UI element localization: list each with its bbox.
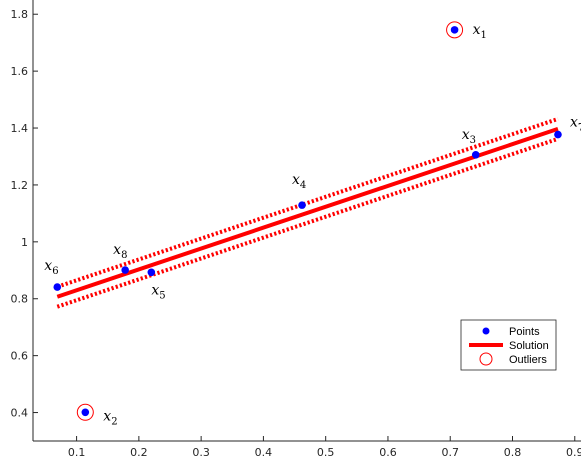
data-point [554,130,562,139]
legend-outliers-marker [479,352,493,366]
legend-label: Points [509,326,540,338]
data-point [147,268,156,277]
legend-label: Solution [509,340,549,352]
data-point [298,201,306,209]
point-label-subscript: 6 [52,266,58,277]
x-tick-label: 0.4 [255,446,273,459]
point-label: x4 [292,172,306,191]
legend-points-marker [482,327,490,335]
solution-line [56,126,559,299]
point-label: x7 [570,115,581,134]
tolerance-band [56,117,559,309]
x-tick-label: 0.2 [130,446,148,459]
x-tick-label: 0.7 [441,446,459,459]
point-label: x6 [44,258,58,277]
x-tick-label: 0.3 [192,446,210,459]
legend-label: Outliers [509,354,547,366]
data-point [471,150,480,159]
y-tick-label: 0.8 [11,293,29,306]
axes: 0.1 0.2 0.3 0.4 0.5 0.6 0.7 0.8 0.9 0.4 0.6 0.8 1 1.2… [11,0,581,459]
point-label-subscript: 7 [578,123,581,134]
y-tick-label: 1.2 [11,179,29,192]
x-tick-label: 0.1 [68,446,86,459]
legend: Points Solution Outliers [460,319,557,371]
outlier-marker [76,403,94,421]
x-tick-label: 0.8 [504,446,522,459]
x-tick-label: 0.6 [379,446,397,459]
data-point [53,283,62,291]
point-label-subscript: 8 [121,250,127,261]
point-label: x3 [462,127,476,146]
y-tick-label: 1.6 [11,65,29,78]
upper-bound-line [56,117,559,289]
y-tick-label: 1 [21,236,28,249]
point-label: x5 [151,282,165,301]
y-tick-label: 0.6 [11,350,29,363]
y-tick-label: 1.8 [11,8,29,21]
point-label: x8 [113,242,127,261]
data-point [81,408,90,417]
data-point [450,26,459,34]
y-tick-label: 0.4 [11,407,29,420]
outlier-marker [446,21,464,39]
lower-bound-line [56,136,559,309]
point-label: x1 [473,22,487,41]
data-point [121,266,129,274]
y-tick-label: 1.4 [11,122,29,135]
point-label-subscript: 1 [480,30,486,41]
point-label-subscript: 4 [300,180,306,191]
x-tick-label: 0.9 [566,446,581,459]
solution-line-path [56,126,559,299]
point-label-subscript: 2 [111,416,117,427]
point-label: x2 [103,408,117,427]
point-label-subscript: 5 [159,290,165,301]
x-tick-label: 0.5 [317,446,335,459]
point-label-subscript: 3 [470,135,476,146]
data-points [53,21,562,421]
